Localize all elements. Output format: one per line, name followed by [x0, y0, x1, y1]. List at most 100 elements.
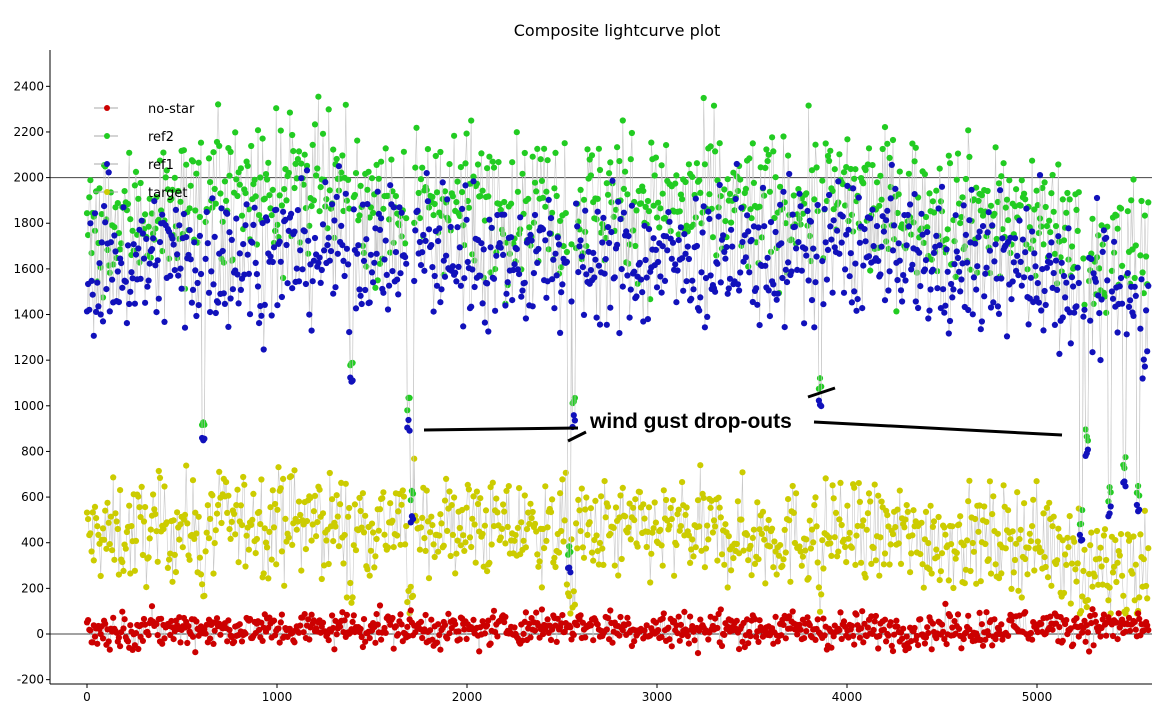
data-point [131, 567, 138, 574]
data-point [749, 298, 756, 306]
data-point [258, 476, 265, 483]
data-point [521, 279, 528, 286]
legend-label: no-star [148, 102, 195, 117]
data-point [435, 548, 442, 555]
data-point [135, 645, 142, 653]
data-point [734, 281, 742, 288]
data-point [103, 286, 110, 293]
data-point [976, 609, 983, 617]
data-point [717, 193, 724, 200]
data-point [820, 615, 827, 622]
data-point [680, 287, 687, 294]
data-point [705, 536, 712, 543]
data-point [755, 556, 762, 563]
data-point [123, 320, 130, 327]
data-point [1119, 300, 1126, 307]
data-point [591, 274, 598, 281]
data-point [912, 298, 919, 305]
data-point [533, 528, 540, 535]
data-point [655, 258, 662, 266]
data-point [429, 264, 436, 271]
data-point [604, 615, 612, 622]
data-point [635, 187, 642, 195]
data-point [748, 236, 755, 244]
data-point [85, 232, 92, 239]
data-point [422, 547, 429, 555]
data-point [595, 262, 603, 269]
data-point [590, 249, 597, 256]
data-point [1073, 578, 1080, 585]
data-point [409, 592, 417, 600]
data-point [552, 149, 559, 156]
data-point [1066, 309, 1073, 316]
data-point [697, 616, 704, 623]
data-point [485, 617, 492, 624]
data-point [294, 207, 301, 214]
data-point [994, 303, 1002, 310]
data-point [696, 177, 703, 184]
data-point [918, 210, 925, 217]
data-point [1138, 197, 1145, 205]
data-point [207, 309, 214, 316]
data-point [254, 283, 262, 290]
data-point [843, 559, 850, 566]
data-point [267, 504, 274, 511]
data-point [893, 308, 900, 315]
data-point [699, 229, 706, 236]
data-point [379, 495, 386, 502]
data-point [1054, 286, 1061, 293]
data-point [811, 324, 818, 331]
data-point [243, 201, 250, 208]
data-point [1050, 208, 1057, 215]
data-point [969, 311, 976, 318]
data-point [145, 632, 152, 639]
data-point [280, 475, 287, 482]
data-point [288, 210, 295, 217]
data-point [582, 634, 589, 641]
data-point [177, 639, 184, 646]
data-point [909, 140, 916, 147]
data-point [1132, 626, 1139, 633]
data-point [669, 497, 677, 504]
data-point [477, 193, 484, 200]
legend-item-ref2: ref2 [94, 130, 174, 145]
data-point [701, 161, 709, 168]
data-point [959, 260, 966, 267]
data-point [421, 535, 428, 542]
data-point [790, 192, 797, 199]
data-point [1121, 465, 1128, 472]
data-point [484, 568, 491, 575]
data-point [961, 580, 968, 587]
data-point [1055, 233, 1062, 240]
data-point [229, 286, 236, 293]
data-point [323, 537, 330, 544]
data-point [94, 523, 101, 530]
data-point [406, 427, 413, 434]
data-point [812, 494, 819, 501]
data-point [1022, 555, 1029, 563]
data-point [1089, 606, 1096, 613]
data-point [834, 553, 841, 560]
data-point [167, 272, 174, 279]
data-point [146, 260, 153, 267]
data-point [423, 170, 430, 177]
data-point [644, 197, 652, 205]
data-point [917, 551, 924, 558]
data-point [896, 487, 903, 494]
data-point [716, 140, 723, 147]
data-point [127, 622, 134, 629]
data-point [904, 211, 911, 219]
data-point [897, 560, 905, 568]
data-point [528, 515, 535, 522]
data-point [481, 630, 488, 637]
data-point [606, 170, 613, 177]
data-point [952, 273, 959, 280]
data-point [254, 127, 262, 134]
data-point [1059, 314, 1066, 321]
data-point [109, 276, 116, 283]
data-point [1008, 296, 1015, 303]
data-point [860, 180, 867, 187]
data-point [1005, 217, 1012, 224]
data-point [927, 502, 934, 509]
data-point [1145, 545, 1152, 552]
